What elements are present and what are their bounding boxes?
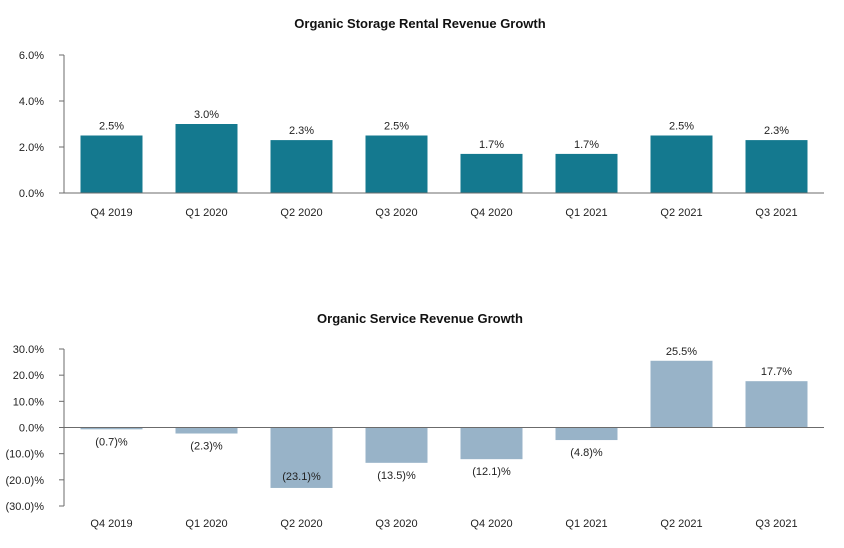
y-tick-label: 6.0%: [19, 50, 44, 62]
y-tick-label: (10.0)%: [5, 449, 44, 461]
y-tick-label: 2.0%: [19, 142, 44, 154]
data-label: 1.7%: [479, 139, 504, 151]
x-tick-label: Q3 2020: [375, 207, 417, 219]
bar: [555, 153, 618, 193]
bar: [175, 124, 238, 193]
y-tick-label: (20.0)%: [5, 475, 44, 487]
data-label: 2.5%: [99, 121, 124, 133]
bar: [80, 135, 143, 193]
bar: [555, 427, 618, 441]
bar: [745, 140, 808, 193]
y-tick-label: (30.0)%: [5, 501, 44, 513]
x-tick-label: Q1 2021: [565, 518, 607, 530]
bar: [745, 381, 808, 428]
bar: [650, 135, 713, 193]
data-label: 2.3%: [289, 125, 314, 137]
service-revenue-chart: Organic Service Revenue Growth (30.0)% (2…: [5, 311, 824, 530]
data-label: (23.1)%: [282, 471, 321, 483]
data-label: 2.3%: [764, 125, 789, 137]
data-label: (4.8)%: [570, 447, 603, 459]
x-tick-label: Q3 2021: [755, 518, 797, 530]
x-tick-label: Q1 2020: [185, 207, 227, 219]
bar: [365, 135, 428, 193]
y-tick-label: 0.0%: [19, 188, 44, 200]
x-tick-label: Q4 2019: [90, 207, 132, 219]
data-label: 17.7%: [761, 366, 792, 378]
data-label: 1.7%: [574, 139, 599, 151]
x-tick-label: Q2 2021: [660, 518, 702, 530]
y-tick-label: 10.0%: [13, 396, 44, 408]
x-tick-label: Q4 2019: [90, 518, 132, 530]
bar: [175, 427, 238, 434]
x-tick-label: Q4 2020: [470, 207, 512, 219]
bar: [270, 427, 333, 488]
x-tick-label: Q4 2020: [470, 518, 512, 530]
rental-revenue-chart: Organic Storage Rental Revenue Growth 0.…: [19, 16, 824, 219]
x-tick-label: Q2 2020: [280, 207, 322, 219]
bar: [80, 427, 143, 430]
x-tick-label: Q3 2021: [755, 207, 797, 219]
y-tick-label: 4.0%: [19, 96, 44, 108]
x-tick-label: Q3 2020: [375, 518, 417, 530]
chart-title: Organic Service Revenue Growth: [317, 311, 523, 326]
bar: [650, 360, 713, 428]
y-tick-label: 30.0%: [13, 344, 44, 356]
bar: [365, 427, 428, 463]
data-label: (2.3)%: [190, 441, 223, 453]
data-label: (12.1)%: [472, 466, 511, 478]
chart-title: Organic Storage Rental Revenue Growth: [294, 16, 545, 31]
x-tick-label: Q2 2020: [280, 518, 322, 530]
x-tick-label: Q1 2020: [185, 518, 227, 530]
data-label: (0.7)%: [95, 436, 128, 448]
bar: [270, 140, 333, 193]
x-tick-label: Q1 2021: [565, 207, 607, 219]
bar: [460, 153, 523, 193]
bar: [460, 427, 523, 460]
data-label: 25.5%: [666, 346, 697, 358]
data-label: 2.5%: [669, 121, 694, 133]
y-tick-label: 0.0%: [19, 423, 44, 435]
x-tick-label: Q2 2021: [660, 207, 702, 219]
data-label: 2.5%: [384, 121, 409, 133]
y-tick-label: 20.0%: [13, 370, 44, 382]
data-label: 3.0%: [194, 109, 219, 121]
data-label: (13.5)%: [377, 470, 416, 482]
